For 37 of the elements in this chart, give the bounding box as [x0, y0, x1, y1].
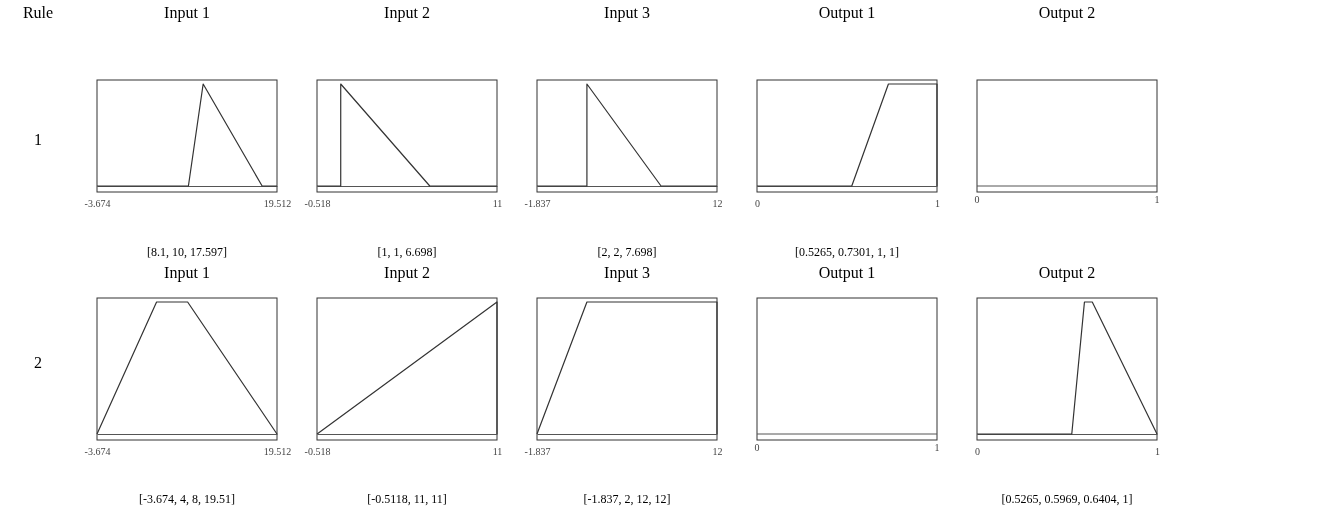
chart-title: Output 2: [1038, 264, 1096, 282]
x-tick-label: 11: [492, 198, 503, 210]
chart-title: Input 3: [604, 264, 650, 282]
text: [2, 2, 7.698]: [597, 245, 657, 259]
text: [-0.5118, 11, 11]: [367, 492, 447, 506]
x-tick-label: 19.512: [263, 198, 292, 210]
x-tick-label: 19.512: [263, 446, 292, 458]
x-tick-label: -3.674: [84, 446, 111, 458]
x-tick-label: -0.518: [304, 446, 331, 458]
x-tick-label: -3.674: [84, 198, 111, 210]
x-tick-label: 0: [755, 198, 760, 210]
chart-title: Input 2: [384, 264, 430, 282]
x-tick-label: -1.837: [524, 446, 551, 458]
x-tick-label: 1: [1155, 446, 1160, 458]
x-tick-label: 12: [712, 198, 723, 210]
x-tick-label: 1: [935, 198, 940, 210]
text: Output 1: [818, 264, 876, 282]
text: [8.1, 10, 17.597]: [147, 245, 227, 259]
chart-title: Input 2: [384, 4, 430, 22]
x-tick-label: 0: [975, 446, 980, 458]
x-tick-label: 11: [492, 446, 503, 458]
chart-title: Input 3: [604, 4, 650, 22]
x-tick-label: -0.518: [304, 198, 331, 210]
text: [0.5265, 0.7301, 1, 1]: [795, 245, 899, 259]
text: Rule: [22, 4, 54, 21]
chart-title: Input 1: [164, 4, 210, 22]
text: 1: [34, 131, 42, 148]
text: Output 2: [1038, 4, 1096, 22]
chart-title: Input 1: [164, 264, 210, 282]
x-tick-label: -1.837: [524, 198, 551, 210]
text: [0.5265, 0.5969, 0.6404, 1]: [1001, 492, 1133, 506]
chart-title: Output 1: [818, 4, 876, 22]
text: [1, 1, 6.698]: [377, 245, 437, 259]
x-tick-label: 12: [712, 446, 723, 458]
text: [-1.837, 2, 12, 12]: [583, 492, 671, 506]
text: 2: [34, 354, 42, 371]
text: [-3.674, 4, 8, 19.51]: [139, 492, 235, 506]
